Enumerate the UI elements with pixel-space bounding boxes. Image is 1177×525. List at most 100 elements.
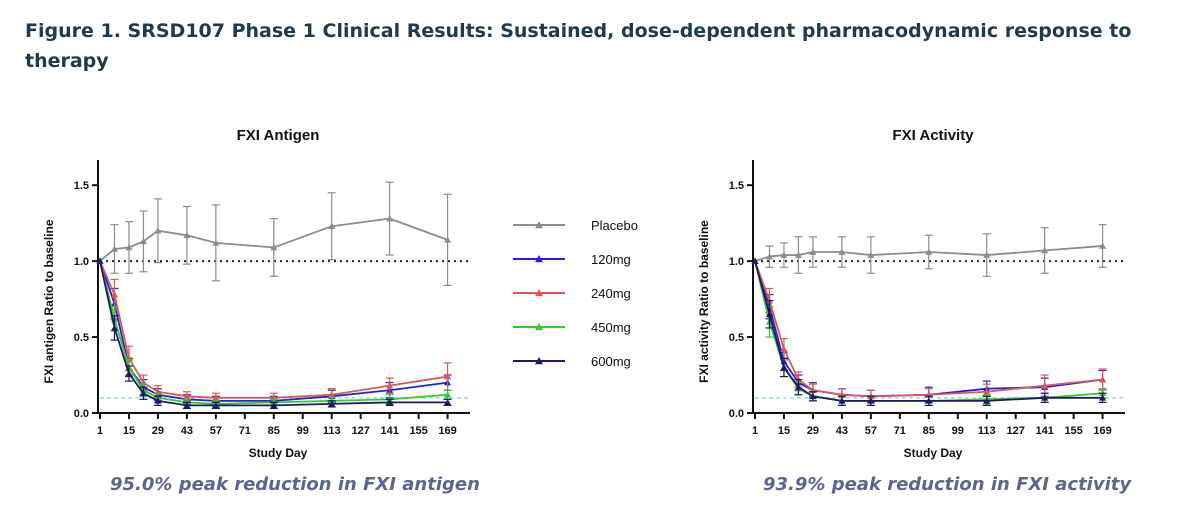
x-tick-label: 99 bbox=[952, 425, 964, 437]
x-tick-label: 127 bbox=[1007, 425, 1025, 437]
data-point-450mg bbox=[444, 391, 452, 398]
data-point-placebo bbox=[794, 251, 802, 258]
x-tick-label: 113 bbox=[323, 425, 341, 437]
data-point-600mg bbox=[125, 370, 133, 377]
x-axis-label: Study Day bbox=[249, 446, 308, 460]
x-tick-label: 169 bbox=[1093, 425, 1111, 437]
data-point-placebo bbox=[125, 243, 133, 251]
y-tick-label: 1.5 bbox=[729, 180, 744, 192]
chart-legend: Placebo 120mg 240mg 450mg 600mg bbox=[513, 218, 638, 369]
data-point-600mg bbox=[838, 397, 846, 404]
data-point-placebo bbox=[1041, 246, 1049, 254]
legend-marker-placebo bbox=[535, 221, 543, 229]
data-point-240mg bbox=[444, 373, 452, 380]
chart-title: FXI Antigen bbox=[237, 127, 320, 144]
data-point-placebo bbox=[867, 251, 875, 258]
legend-label-placebo: Placebo bbox=[591, 218, 638, 233]
data-point-placebo bbox=[1099, 242, 1107, 249]
data-point-240mg bbox=[110, 291, 118, 298]
legend-marker-600mg bbox=[535, 357, 543, 365]
series-line-240mg bbox=[754, 260, 1103, 398]
x-tick-label: 127 bbox=[352, 425, 370, 437]
x-tick-label: 57 bbox=[865, 425, 877, 437]
data-point-placebo bbox=[183, 231, 191, 239]
x-tick-label: 15 bbox=[778, 425, 790, 437]
series-line-450mg bbox=[99, 260, 448, 405]
x-tick-label: 43 bbox=[181, 425, 193, 437]
x-tick-label: 155 bbox=[409, 425, 427, 437]
data-point-240mg bbox=[1099, 376, 1107, 383]
data-point-600mg bbox=[110, 324, 118, 331]
data-point-600mg bbox=[139, 389, 147, 397]
data-point-600mg bbox=[444, 398, 452, 406]
data-point-600mg bbox=[867, 397, 875, 404]
x-tick-label: 1 bbox=[97, 425, 103, 437]
x-tick-label: 43 bbox=[836, 425, 848, 437]
data-point-240mg bbox=[983, 388, 991, 395]
data-point-240mg bbox=[386, 382, 394, 389]
data-point-600mg bbox=[794, 383, 802, 390]
data-point-600mg bbox=[751, 257, 759, 264]
y-axis-label: FXI antigen Ratio to baseline bbox=[42, 219, 56, 383]
data-point-placebo bbox=[838, 248, 846, 255]
x-tick-label: 141 bbox=[380, 425, 398, 437]
x-tick-label: 29 bbox=[807, 425, 819, 437]
series-line-240mg bbox=[99, 260, 448, 399]
legend-label-240mg: 240mg bbox=[591, 286, 631, 301]
data-point-placebo bbox=[154, 227, 162, 234]
data-point-600mg bbox=[183, 401, 191, 409]
data-point-placebo bbox=[983, 251, 991, 258]
legend-marker-450mg bbox=[535, 323, 543, 331]
x-tick-label: 141 bbox=[1035, 425, 1053, 437]
legend-label-450mg: 450mg bbox=[591, 320, 631, 335]
series-line-600mg bbox=[754, 260, 1103, 402]
x-tick-label: 85 bbox=[923, 425, 935, 437]
fxi-antigen-chart: FXI Antigen 0.0 0.5 1.0 1.5 1 15 29 43 57 71 85 99 11… bbox=[42, 127, 470, 460]
data-point-placebo bbox=[809, 248, 817, 255]
data-point-240mg bbox=[212, 394, 220, 401]
data-point-600mg bbox=[809, 392, 817, 400]
x-tick-label: 71 bbox=[239, 425, 251, 437]
x-tick-label: 99 bbox=[297, 425, 309, 437]
y-tick-label: 1.0 bbox=[729, 256, 744, 268]
data-point-600mg bbox=[780, 363, 788, 371]
series-line-600mg bbox=[99, 260, 448, 407]
x-tick-label: 15 bbox=[123, 425, 135, 437]
data-point-600mg bbox=[983, 397, 991, 404]
data-point-placebo bbox=[386, 215, 394, 222]
x-tick-label: 85 bbox=[268, 425, 280, 437]
x-tick-label: 57 bbox=[210, 425, 222, 437]
data-point-600mg bbox=[1041, 394, 1049, 401]
legend-label-120mg: 120mg bbox=[591, 252, 631, 267]
data-point-placebo bbox=[925, 248, 933, 255]
data-point-placebo bbox=[780, 251, 788, 258]
x-tick-label: 1 bbox=[752, 425, 758, 437]
data-point-240mg bbox=[1041, 382, 1049, 389]
x-tick-label: 71 bbox=[894, 425, 906, 437]
x-axis-label: Study Day bbox=[904, 446, 963, 460]
x-tick-label: 113 bbox=[978, 425, 996, 437]
caption-antigen: 95.0% peak reduction in FXI antigen bbox=[110, 474, 480, 495]
data-point-240mg bbox=[183, 392, 191, 400]
series-line-120mg bbox=[99, 260, 448, 402]
data-point-600mg bbox=[212, 401, 220, 409]
data-point-240mg bbox=[780, 345, 788, 353]
y-tick-label: 0.5 bbox=[729, 332, 744, 344]
data-point-placebo bbox=[270, 243, 278, 251]
y-tick-label: 0.0 bbox=[729, 408, 744, 420]
y-tick-label: 0.0 bbox=[74, 408, 89, 420]
legend-label-600mg: 600mg bbox=[591, 354, 631, 369]
data-point-placebo bbox=[765, 253, 773, 260]
legend-marker-240mg bbox=[535, 289, 543, 297]
caption-activity: 93.9% peak reduction in FXI activity bbox=[763, 474, 1132, 495]
data-point-600mg bbox=[270, 401, 278, 409]
series-line-120mg bbox=[754, 260, 1103, 398]
data-point-placebo bbox=[110, 245, 118, 252]
x-tick-label: 29 bbox=[152, 425, 164, 437]
legend-marker-120mg bbox=[535, 255, 543, 263]
data-point-placebo bbox=[212, 239, 220, 246]
data-point-600mg bbox=[386, 398, 394, 406]
y-tick-label: 1.5 bbox=[74, 180, 89, 192]
data-point-placebo bbox=[444, 236, 452, 243]
data-point-600mg bbox=[765, 310, 773, 318]
